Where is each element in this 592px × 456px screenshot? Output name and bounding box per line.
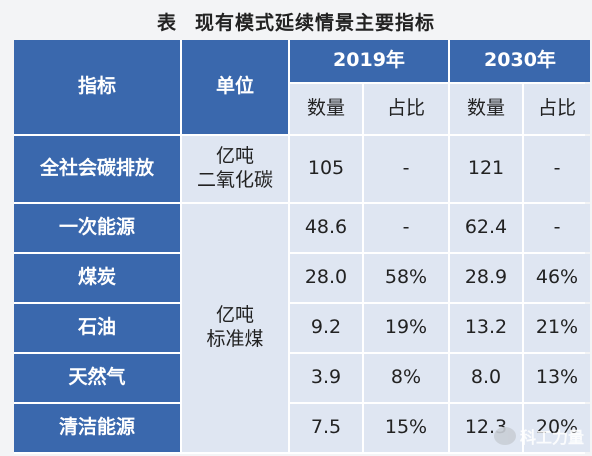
- table-cell: -: [524, 204, 590, 252]
- table-tag: 表: [156, 12, 177, 34]
- table-cell: 121: [450, 136, 522, 202]
- header-indicator: 指标: [14, 40, 180, 134]
- table-cell: 48.6: [290, 204, 362, 252]
- table-cell: 28.0: [290, 254, 362, 302]
- header-sub-quantity: 数量: [290, 84, 362, 134]
- table-cell: 46%: [524, 254, 590, 302]
- table-cell: 19%: [364, 304, 448, 352]
- table-cell: 15%: [364, 404, 448, 452]
- table-cell: -: [364, 204, 448, 252]
- watermark-text: 科工力量: [519, 428, 584, 447]
- wechat-logo-icon: [493, 427, 516, 445]
- table-cell: 8.0: [450, 354, 522, 402]
- table-cell: 13.2: [450, 304, 522, 352]
- row-label: 石油: [14, 304, 180, 352]
- table-cell: 20%: [524, 404, 590, 452]
- row-label: 一次能源: [14, 204, 180, 252]
- unit-cell: 亿吨 标准煤: [182, 204, 288, 452]
- table-cell: 105: [290, 136, 362, 202]
- row-label: 全社会碳排放: [14, 136, 180, 202]
- row-label: 清洁能源: [14, 404, 180, 452]
- header-year-2019: 2019年: [290, 40, 448, 82]
- table-title: 表现有模式延续情景主要指标: [0, 8, 592, 35]
- header-sub-share: 占比: [364, 84, 448, 134]
- table-cell: 62.4: [450, 204, 522, 252]
- table-cell: 9.2: [290, 304, 362, 352]
- row-label: 煤炭: [14, 254, 180, 302]
- header-sub-share: 占比: [524, 84, 590, 134]
- indicator-table: 指标 单位 2019年 2030年 数量 占比 数量 占比 全社会碳排放 亿吨 …: [14, 40, 590, 454]
- table-cell: -: [364, 136, 448, 202]
- table-cell: 3.9: [290, 354, 362, 402]
- header-year-2030: 2030年: [450, 40, 590, 82]
- table-cell: 58%: [364, 254, 448, 302]
- header-sub-quantity: 数量: [450, 84, 522, 134]
- row-label: 天然气: [14, 354, 180, 402]
- table-cell: -: [524, 136, 590, 202]
- table-cell: 21%: [524, 304, 590, 352]
- table-cell: 28.9: [450, 254, 522, 302]
- unit-cell: 亿吨 二氧化碳: [182, 136, 288, 202]
- table-cell: 13%: [524, 354, 590, 402]
- table-cell: 8%: [364, 354, 448, 402]
- table-title-text: 现有模式延续情景主要指标: [195, 12, 436, 34]
- watermark: 科工力量: [493, 424, 584, 448]
- header-unit: 单位: [182, 40, 288, 134]
- table-cell: 7.5: [290, 404, 362, 452]
